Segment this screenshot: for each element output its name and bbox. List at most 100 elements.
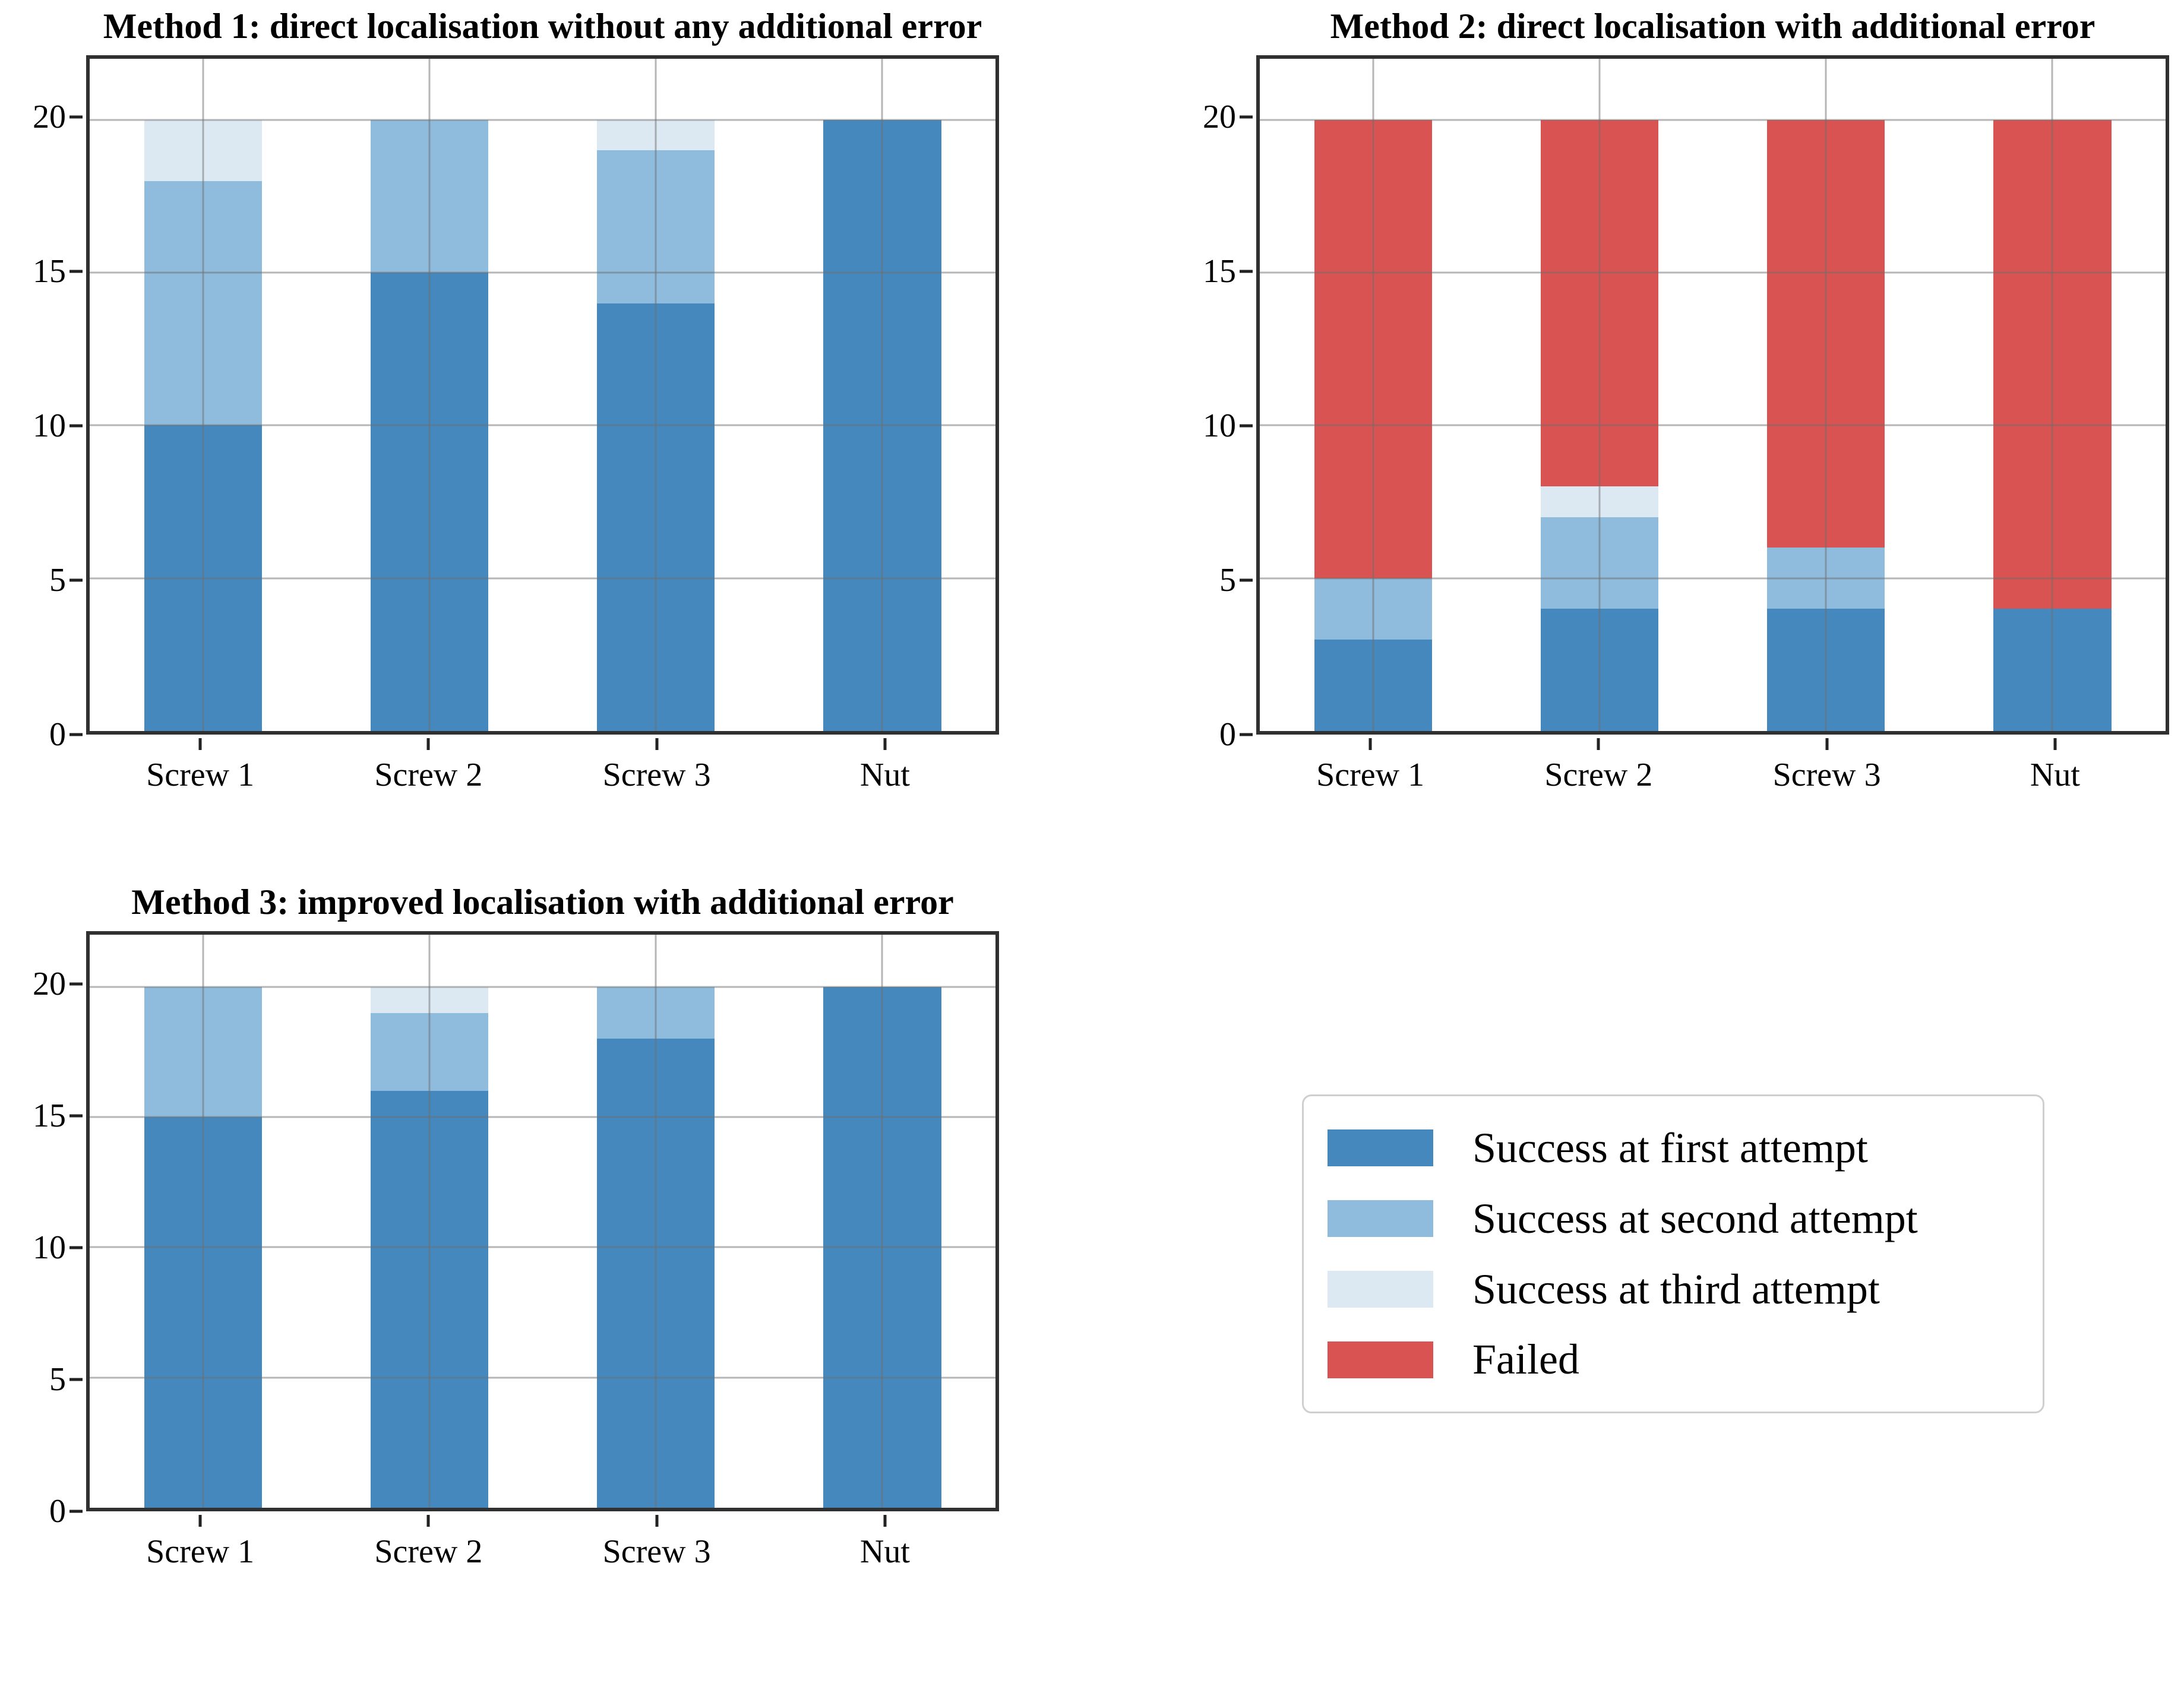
legend-swatch-success-at-first-attempt — [1328, 1129, 1433, 1167]
y-tick-label: 0 — [49, 1493, 66, 1530]
legend-label: Success at third attempt — [1472, 1265, 1880, 1313]
y-tick-label: 10 — [33, 1229, 66, 1266]
x-tick-mark — [426, 1515, 430, 1527]
x-tick-mark — [1825, 738, 1829, 750]
gridline-horizontal — [90, 119, 995, 121]
gridline-horizontal — [1260, 119, 2166, 121]
legend-label: Success at first attempt — [1472, 1124, 1868, 1172]
gridline-vertical — [881, 935, 883, 1508]
x-tick-label-screw-3: Screw 3 — [602, 757, 711, 793]
x-tick-label-nut: Nut — [2030, 757, 2080, 793]
gridline-horizontal — [90, 577, 995, 580]
y-tick-mark — [69, 1246, 83, 1249]
gridline-horizontal — [90, 1377, 995, 1379]
legend-swatch-failed — [1328, 1341, 1433, 1378]
y-tick-label: 15 — [1203, 253, 1236, 290]
y-tick-mark — [69, 1378, 83, 1381]
y-tick-label: 0 — [1219, 716, 1236, 753]
gridline-vertical — [2051, 59, 2053, 731]
y-tick-mark — [1240, 578, 1253, 582]
gridline-horizontal — [90, 1246, 995, 1248]
y-tick-mark — [69, 1114, 83, 1118]
gridline-vertical — [1825, 59, 1827, 731]
y-tick-label: 15 — [33, 1097, 66, 1134]
x-tick-mark — [198, 1515, 202, 1527]
y-tick-mark — [1240, 424, 1253, 428]
plot-area-method-3 — [86, 931, 999, 1511]
chart-title-method-3: Method 3: improved localisation with add… — [131, 882, 954, 922]
gridline-vertical — [1598, 59, 1601, 731]
y-tick-mark — [1240, 733, 1253, 736]
y-tick-label: 15 — [33, 253, 66, 290]
x-tick-label-screw-1: Screw 1 — [146, 757, 255, 793]
legend-swatch-success-at-second-attempt — [1328, 1200, 1433, 1238]
y-tick-mark — [1240, 115, 1253, 119]
gridline-vertical — [881, 59, 883, 731]
x-tick-mark — [1597, 738, 1600, 750]
x-tick-label-screw-2: Screw 2 — [374, 757, 483, 793]
y-tick-mark — [69, 733, 83, 736]
y-tick-label: 10 — [1203, 407, 1236, 444]
legend-entry: Success at third attempt — [1328, 1265, 2019, 1314]
gridline-vertical — [202, 59, 204, 731]
plot-area-method-1 — [86, 55, 999, 735]
gridline-horizontal — [90, 1116, 995, 1118]
y-tick-label: 20 — [33, 99, 66, 135]
x-tick-mark — [1368, 738, 1372, 750]
y-tick-label: 20 — [33, 965, 66, 1002]
legend-swatch-success-at-third-attempt — [1328, 1270, 1433, 1308]
y-tick-label: 20 — [1203, 99, 1236, 135]
x-tick-label-screw-1: Screw 1 — [146, 1533, 255, 1570]
chart-method-2: Method 2: direct localisation with addit… — [1203, 7, 2169, 793]
y-tick-mark — [69, 1510, 83, 1513]
x-tick-label-screw-2: Screw 2 — [374, 1533, 483, 1570]
x-tick-label-nut: Nut — [859, 1533, 910, 1570]
x-tick-label-screw-3: Screw 3 — [1772, 757, 1881, 793]
gridline-vertical — [655, 59, 657, 731]
x-tick-mark — [883, 738, 887, 750]
legend-entry: Success at second attempt — [1328, 1194, 2019, 1243]
gridline-vertical — [428, 935, 431, 1508]
x-tick-label-screw-2: Screw 2 — [1544, 757, 1653, 793]
gridline-horizontal — [90, 271, 995, 274]
x-tick-mark — [198, 738, 202, 750]
chart-method-1: Method 1: direct localisation without an… — [33, 7, 999, 793]
chart-title-method-1: Method 1: direct localisation without an… — [103, 7, 982, 46]
gridline-horizontal — [90, 986, 995, 988]
y-tick-label: 10 — [33, 407, 66, 444]
x-tick-mark — [2053, 738, 2057, 750]
gridline-horizontal — [90, 424, 995, 426]
gridline-horizontal — [1260, 424, 2166, 426]
legend-entry: Failed — [1328, 1335, 2019, 1384]
gridline-vertical — [428, 59, 431, 731]
x-tick-label-nut: Nut — [859, 757, 910, 793]
y-tick-label: 0 — [49, 716, 66, 753]
y-tick-mark — [69, 578, 83, 582]
gridline-vertical — [202, 935, 204, 1508]
x-tick-mark — [655, 738, 659, 750]
x-tick-mark — [655, 1515, 659, 1527]
gridline-horizontal — [1260, 577, 2166, 580]
y-tick-mark — [69, 424, 83, 428]
legend-entry: Success at first attempt — [1328, 1124, 2019, 1173]
y-tick-mark — [1240, 270, 1253, 273]
y-tick-label: 5 — [1219, 562, 1236, 599]
y-tick-label: 5 — [49, 1360, 66, 1398]
gridline-horizontal — [1260, 271, 2166, 274]
gridline-vertical — [655, 935, 657, 1508]
x-tick-label-screw-1: Screw 1 — [1316, 757, 1425, 793]
y-tick-label: 5 — [49, 562, 66, 599]
legend-label: Success at second attempt — [1472, 1194, 1918, 1242]
gridline-vertical — [1372, 59, 1374, 731]
legend-label: Failed — [1472, 1336, 1579, 1384]
x-tick-mark — [426, 738, 430, 750]
y-tick-mark — [69, 270, 83, 273]
chart-method-3: Method 3: improved localisation with add… — [33, 882, 999, 1570]
y-tick-mark — [69, 982, 83, 986]
plot-area-method-2 — [1256, 55, 2169, 735]
y-tick-mark — [69, 115, 83, 119]
chart-title-method-2: Method 2: direct localisation with addit… — [1330, 7, 2095, 46]
legend: Success at first attempt Success at secon… — [1302, 1094, 2044, 1414]
x-tick-label-screw-3: Screw 3 — [602, 1533, 711, 1570]
